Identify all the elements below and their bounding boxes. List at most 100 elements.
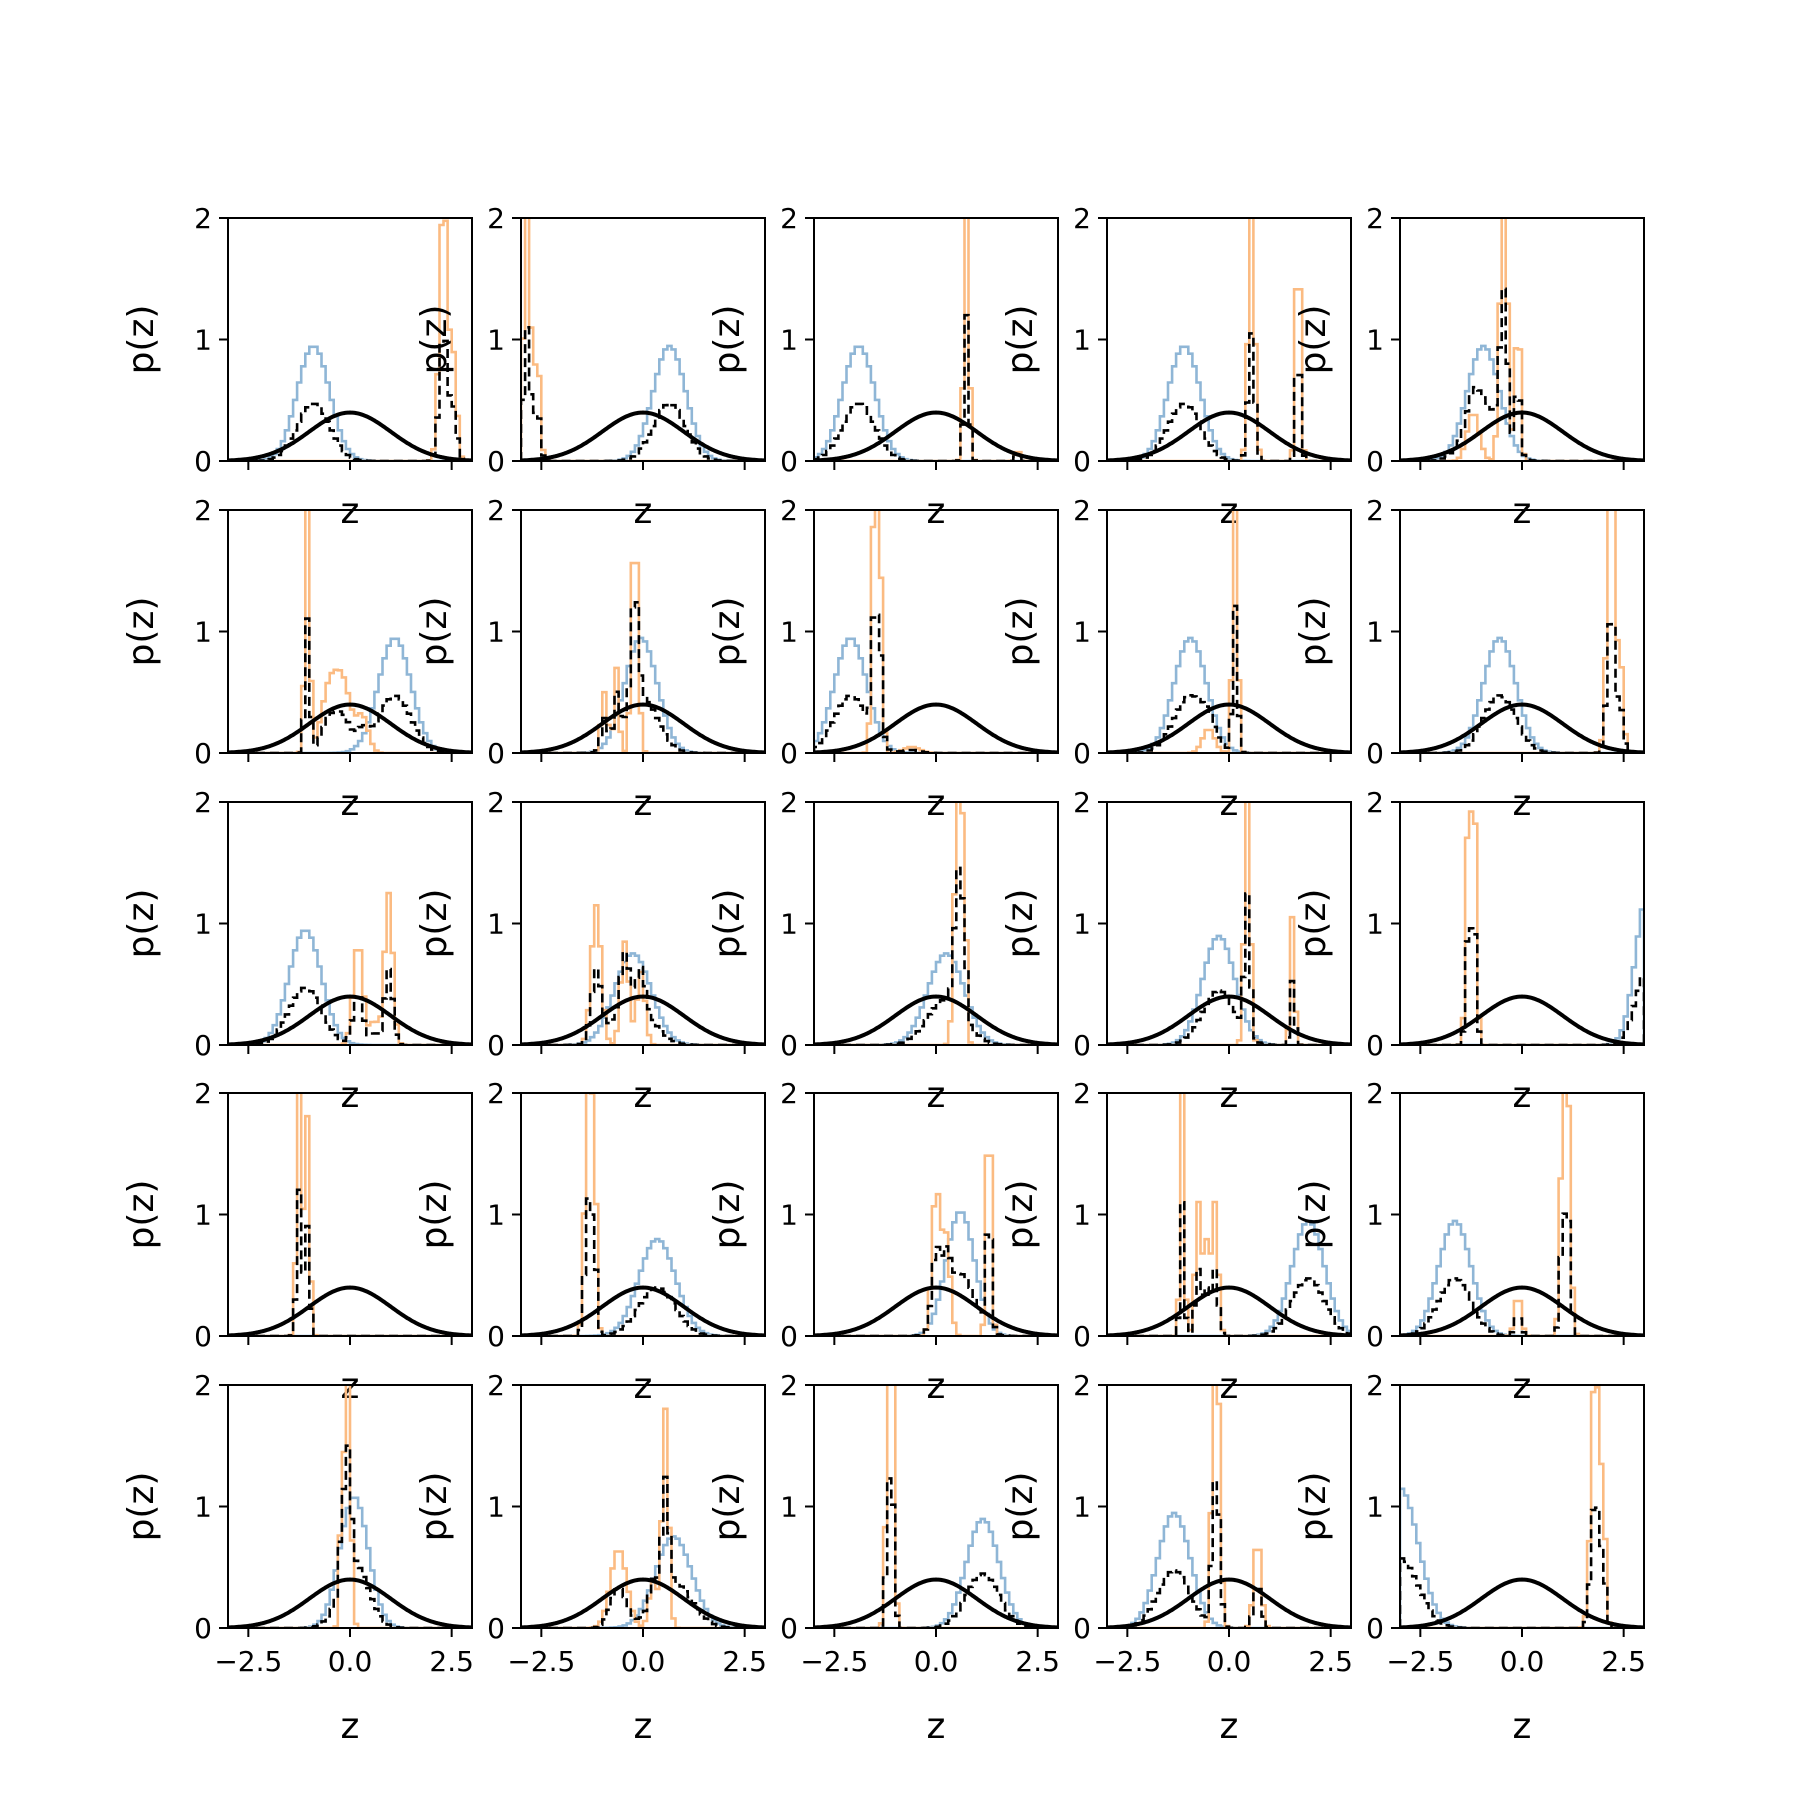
y-tick-label: 2: [194, 1369, 212, 1402]
y-tick-label: 2: [780, 202, 798, 235]
y-tick-label: 0: [1073, 737, 1091, 770]
orange-histogram: [228, 891, 472, 1045]
x-axis-label: z: [341, 491, 360, 532]
y-axis-label: p(z): [1293, 889, 1334, 959]
plot-area: [1400, 510, 1644, 753]
prior-curve: [521, 702, 765, 753]
y-tick-label: 1: [1366, 908, 1384, 941]
y-tick-label: 1: [1073, 908, 1091, 941]
prior-curve: [814, 702, 1058, 753]
y-axis-label: p(z): [414, 1472, 455, 1542]
y-tick-label: 0: [1073, 1029, 1091, 1062]
y-tick-label: 0: [1073, 1320, 1091, 1353]
y-tick-label: 1: [194, 908, 212, 941]
mixture-histogram: [1400, 1506, 1644, 1628]
y-tick-label: 0: [780, 1612, 798, 1645]
subplot-2-1: 0 1 2 z p(z): [121, 494, 473, 824]
mixture-histogram: [814, 1233, 1058, 1336]
y-tick-label: 0: [1366, 445, 1384, 478]
blue-histogram: [1400, 1219, 1644, 1336]
x-tick-label: −2.5: [1093, 1645, 1161, 1678]
y-tick-label: 0: [780, 1320, 798, 1353]
subplot-3-3: 0 1 2 z p(z): [707, 786, 1059, 1116]
orange-histogram: [1400, 1093, 1644, 1336]
y-axis-label: p(z): [1000, 597, 1041, 667]
prior-curve: [521, 1285, 765, 1336]
x-axis-label: z: [1513, 783, 1532, 824]
y-tick-label: 1: [487, 908, 505, 941]
y-tick-label: 1: [1366, 616, 1384, 649]
subplot-1-3: 0 1 2 z p(z): [707, 202, 1059, 532]
orange-histogram: [1107, 802, 1351, 1045]
y-axis-label: p(z): [1293, 1180, 1334, 1250]
y-tick-label: 2: [194, 494, 212, 527]
x-axis-label: z: [634, 1075, 653, 1116]
orange-histogram: [1107, 1093, 1351, 1336]
y-tick-label: 1: [1366, 324, 1384, 357]
y-tick-label: 0: [194, 1029, 212, 1062]
x-axis-label: z: [634, 491, 653, 532]
mixture-histogram: [1400, 927, 1644, 1045]
x-axis-label: z: [927, 491, 946, 532]
y-axis-label: p(z): [1000, 305, 1041, 375]
mixture-histogram: [1107, 1479, 1351, 1628]
orange-histogram: [521, 561, 765, 753]
prior-curve: [1400, 994, 1644, 1045]
orange-histogram: [228, 510, 472, 753]
prior-curve: [1107, 1577, 1351, 1628]
y-axis-label: p(z): [707, 597, 748, 667]
y-tick-label: 2: [1366, 786, 1384, 819]
mixture-histogram: [814, 1477, 1058, 1628]
y-tick-label: 2: [194, 1077, 212, 1110]
x-axis-label: z: [1220, 1706, 1239, 1747]
prior-curve: [228, 1285, 472, 1336]
y-tick-label: 0: [1073, 445, 1091, 478]
subplot-3-4: 0 1 2 z p(z): [1000, 786, 1352, 1116]
y-axis-label: p(z): [1000, 889, 1041, 959]
y-tick-label: 1: [487, 616, 505, 649]
orange-histogram: [1107, 510, 1351, 753]
plot-area: [1400, 218, 1644, 461]
y-tick-label: 1: [487, 1199, 505, 1232]
orange-histogram: [1400, 810, 1644, 1045]
plot-area: [814, 1385, 1058, 1628]
blue-histogram: [1400, 1487, 1644, 1628]
y-tick-label: 1: [487, 324, 505, 357]
y-tick-label: 1: [194, 616, 212, 649]
mixture-histogram: [521, 950, 765, 1045]
y-tick-label: 0: [487, 445, 505, 478]
y-axis-label: p(z): [1000, 1180, 1041, 1250]
subplot-5-4: −2.5 0.0 2.5 0 1 2 z p(z): [1000, 1369, 1353, 1747]
y-axis-label: p(z): [1000, 1472, 1041, 1542]
subplot-4-4: 0 1 2 z p(z): [1000, 1077, 1352, 1407]
orange-histogram: [814, 1154, 1058, 1336]
mixture-histogram: [228, 339, 472, 461]
y-tick-label: 1: [780, 324, 798, 357]
subplot-1-5: 0 1 2 z p(z): [1293, 202, 1645, 532]
y-axis-label: p(z): [414, 1180, 455, 1250]
subplot-4-5: 0 1 2 z p(z): [1293, 1077, 1645, 1407]
y-axis-label: p(z): [121, 1472, 162, 1542]
x-tick-label: −2.5: [800, 1645, 868, 1678]
plot-area: [1400, 1386, 1644, 1628]
mixture-histogram: [521, 326, 765, 461]
y-axis-label: p(z): [414, 305, 455, 375]
y-tick-label: 2: [487, 494, 505, 527]
y-tick-label: 1: [194, 1199, 212, 1232]
x-axis-label: z: [341, 783, 360, 824]
y-axis-label: p(z): [414, 889, 455, 959]
y-tick-label: 2: [780, 494, 798, 527]
mixture-histogram: [1400, 287, 1644, 461]
x-tick-label: 0.0: [914, 1645, 959, 1678]
y-tick-label: 1: [780, 1199, 798, 1232]
y-tick-label: 0: [780, 737, 798, 770]
y-axis-label: p(z): [1293, 305, 1334, 375]
y-tick-label: 1: [1366, 1199, 1384, 1232]
x-axis-label: z: [1513, 1075, 1532, 1116]
y-tick-label: 2: [1073, 1369, 1091, 1402]
prior-curve: [228, 410, 472, 461]
y-axis-label: p(z): [414, 597, 455, 667]
x-tick-label: 0.0: [1207, 1645, 1252, 1678]
prior-curve: [1400, 1577, 1644, 1628]
subplot-4-2: 0 1 2 z p(z): [414, 1077, 766, 1407]
